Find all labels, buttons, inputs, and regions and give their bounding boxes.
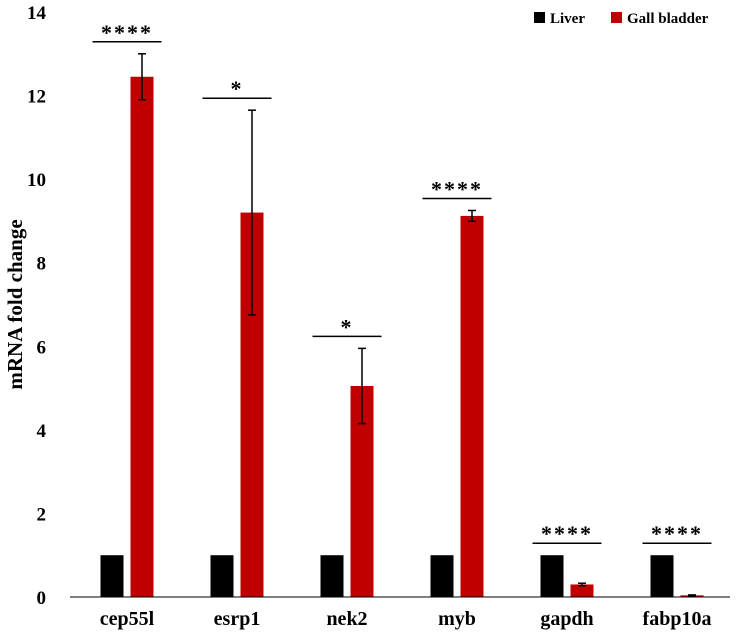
y-tick-label: 0: [37, 588, 47, 609]
y-axis-title: mRNA fold change: [3, 219, 27, 389]
error-bars: [138, 53, 696, 597]
significance-stars: ****: [651, 521, 703, 546]
gall-bladder-bar: [240, 212, 264, 598]
y-tick-label: 8: [37, 254, 47, 275]
bars: [100, 76, 704, 598]
x-tick-label: fabp10a: [643, 608, 712, 630]
significance-stars: ****: [101, 20, 153, 45]
y-tick-label: 14: [27, 3, 47, 24]
y-tick-label: 10: [27, 170, 46, 191]
liver-bar: [100, 555, 124, 597]
gall-bladder-bar: [570, 584, 594, 597]
gall-bladder-bar: [350, 385, 374, 597]
legend-label-gall-bladder: Gall bladder: [627, 11, 709, 27]
legend: Liver Gall bladder: [534, 11, 709, 27]
significance-stars: ****: [431, 176, 483, 201]
liver-bar: [650, 555, 674, 597]
significance-stars: ****: [541, 521, 593, 546]
x-tick-label: myb: [438, 608, 476, 630]
significance-stars: *: [231, 76, 244, 101]
y-tick-label: 4: [37, 421, 47, 442]
y-tick-label: 12: [27, 87, 46, 108]
gall-bladder-bar: [130, 76, 154, 597]
x-tick-label: nek2: [326, 608, 367, 630]
x-tick-label: gapdh: [540, 608, 593, 630]
gall-bladder-bar: [460, 215, 484, 597]
y-tick-label: 2: [37, 504, 47, 525]
y-tick-label: 6: [37, 337, 47, 358]
significance-markers: ************** ****: [92, 20, 712, 546]
liver-bar: [210, 555, 234, 597]
y-axis: 0 2 4 6 8 10 12 14: [27, 3, 47, 609]
x-axis-labels: cep55l esrp1 nek2 myb gapdh fabp10a: [100, 608, 712, 630]
liver-bar: [540, 555, 564, 597]
legend-label-liver: Liver: [550, 11, 585, 27]
x-tick-label: esrp1: [214, 608, 261, 630]
significance-stars: *: [341, 314, 354, 339]
x-tick-label: cep55l: [100, 608, 155, 630]
legend-swatch-gall-bladder: [611, 12, 622, 23]
liver-bar: [320, 555, 344, 597]
legend-swatch-liver: [534, 12, 545, 23]
liver-bar: [430, 555, 454, 597]
